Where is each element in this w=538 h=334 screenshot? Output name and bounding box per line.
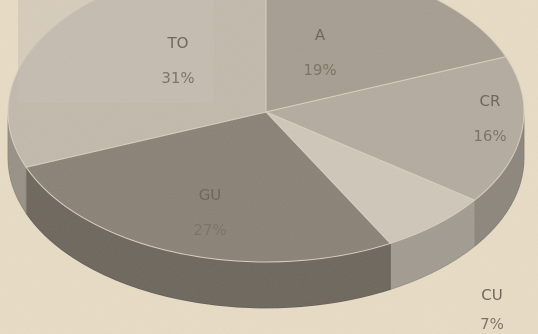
paper-grain [0,0,538,334]
pie-chart: A19%CR16%CU7%GU27%TO31% [0,0,538,334]
